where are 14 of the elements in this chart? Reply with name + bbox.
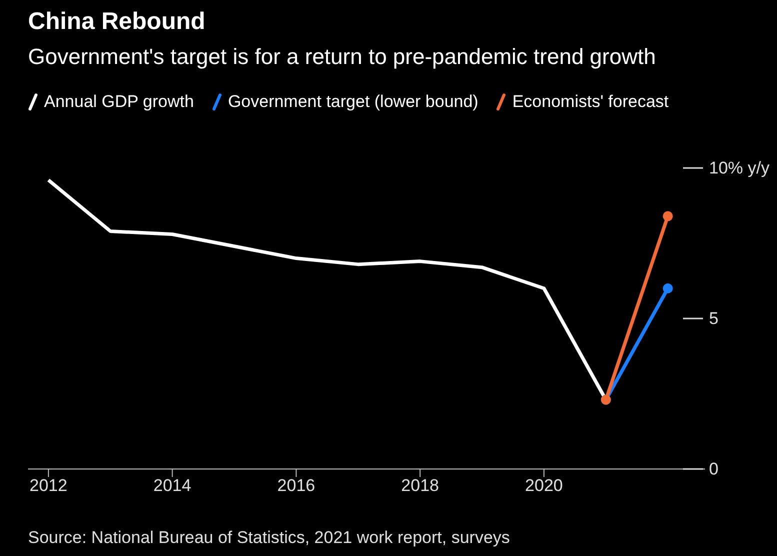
legend-label: Government target (lower bound) [228,92,478,112]
chart-title: China Rebound [28,8,206,36]
legend-label: Annual GDP growth [44,92,194,112]
y-tick-label: 10% y/y [709,158,770,178]
legend-label: Economists' forecast [512,92,669,112]
y-tick-label: 0 [709,460,718,478]
x-tick-label: 2016 [277,476,316,496]
x-tick-label: 2020 [525,476,563,496]
x-tick-label: 2014 [153,476,192,496]
x-tick-label: 2018 [401,476,439,496]
y-tick-label: 5 [709,309,718,328]
chart-subtitle: Government's target is for a return to pre-pandemic trend growth [28,44,656,70]
source-note: Source: National Bureau of Statistics, 2021 work report, surveys [28,528,510,548]
x-tick-label: 2012 [30,476,68,496]
